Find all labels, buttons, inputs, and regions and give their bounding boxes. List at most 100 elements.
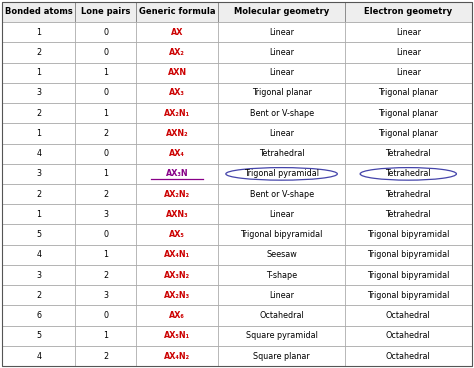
Text: Octahedral: Octahedral xyxy=(386,331,431,340)
Bar xyxy=(136,103,218,123)
Bar xyxy=(2,22,75,42)
Text: 2: 2 xyxy=(103,129,108,138)
Bar xyxy=(218,204,345,224)
Bar xyxy=(136,22,218,42)
Bar xyxy=(345,164,472,184)
Bar xyxy=(136,305,218,326)
Text: 1: 1 xyxy=(103,169,108,178)
Bar xyxy=(2,63,75,83)
Text: Linear: Linear xyxy=(396,28,421,37)
Text: AX₄N₂: AX₄N₂ xyxy=(164,351,190,361)
Text: Trigonal bipyramidal: Trigonal bipyramidal xyxy=(367,270,449,280)
Text: 0: 0 xyxy=(103,230,108,239)
Text: Trigonal bipyramidal: Trigonal bipyramidal xyxy=(367,230,449,239)
Bar xyxy=(136,164,218,184)
Bar xyxy=(136,204,218,224)
Text: Trigonal bipyramidal: Trigonal bipyramidal xyxy=(367,291,449,300)
Text: Seesaw: Seesaw xyxy=(266,250,297,259)
Text: AXN₃: AXN₃ xyxy=(166,210,189,219)
Bar xyxy=(2,245,75,265)
Bar xyxy=(2,184,472,204)
Bar xyxy=(218,184,345,204)
Text: 5: 5 xyxy=(36,331,41,340)
Bar xyxy=(2,346,75,366)
Bar xyxy=(218,305,345,326)
Text: Tetrahedral: Tetrahedral xyxy=(385,169,431,178)
Bar xyxy=(345,224,472,245)
Text: Tetrahedral: Tetrahedral xyxy=(385,190,431,199)
Bar xyxy=(136,123,218,144)
Text: Octahedral: Octahedral xyxy=(386,351,431,361)
Text: Trigonal bipyramidal: Trigonal bipyramidal xyxy=(240,230,323,239)
Bar xyxy=(345,123,472,144)
Bar xyxy=(218,265,345,285)
Text: 1: 1 xyxy=(103,109,108,118)
Bar xyxy=(75,326,136,346)
Bar xyxy=(218,2,345,22)
Bar xyxy=(345,42,472,63)
Text: Linear: Linear xyxy=(396,48,421,57)
Text: AX₃N₂: AX₃N₂ xyxy=(164,270,190,280)
Bar xyxy=(136,184,218,204)
Text: 2: 2 xyxy=(103,270,108,280)
Bar xyxy=(2,164,472,184)
Bar xyxy=(136,83,218,103)
Bar xyxy=(136,326,218,346)
Bar xyxy=(2,83,472,103)
Bar xyxy=(345,22,472,42)
Bar xyxy=(75,224,136,245)
Bar xyxy=(75,305,136,326)
Bar xyxy=(75,42,136,63)
Text: Trigonal planar: Trigonal planar xyxy=(252,88,311,98)
Bar xyxy=(2,285,75,305)
Text: 2: 2 xyxy=(36,291,41,300)
Text: AXN: AXN xyxy=(168,68,187,77)
Text: 0: 0 xyxy=(103,88,108,98)
Bar xyxy=(2,83,75,103)
Text: Trigonal planar: Trigonal planar xyxy=(378,88,438,98)
Text: Octahedral: Octahedral xyxy=(386,311,431,320)
Bar xyxy=(75,144,136,164)
Text: Linear: Linear xyxy=(269,28,294,37)
Bar xyxy=(2,326,472,346)
Text: AX₆: AX₆ xyxy=(169,311,185,320)
Text: AX: AX xyxy=(171,28,183,37)
Bar xyxy=(2,123,472,144)
Text: Square pyramidal: Square pyramidal xyxy=(246,331,318,340)
Bar xyxy=(2,42,472,63)
Text: 0: 0 xyxy=(103,48,108,57)
Bar xyxy=(218,123,345,144)
Bar xyxy=(345,305,472,326)
Bar xyxy=(75,346,136,366)
Text: 2: 2 xyxy=(103,190,108,199)
Bar xyxy=(2,164,75,184)
Text: AX₄N₁: AX₄N₁ xyxy=(164,250,190,259)
Bar xyxy=(2,103,75,123)
Bar xyxy=(2,224,472,245)
Bar xyxy=(2,123,75,144)
Bar xyxy=(218,103,345,123)
Text: 1: 1 xyxy=(103,331,108,340)
Bar xyxy=(218,144,345,164)
Text: Tetrahedral: Tetrahedral xyxy=(259,149,304,158)
Bar xyxy=(218,42,345,63)
Bar xyxy=(345,63,472,83)
Bar xyxy=(345,83,472,103)
Text: 2: 2 xyxy=(36,190,41,199)
Text: Bent or V-shape: Bent or V-shape xyxy=(249,190,314,199)
Text: Trigonal pyramidal: Trigonal pyramidal xyxy=(244,169,319,178)
Text: 2: 2 xyxy=(36,109,41,118)
Bar xyxy=(75,83,136,103)
Text: 4: 4 xyxy=(36,149,41,158)
Text: Bonded atoms: Bonded atoms xyxy=(5,7,73,17)
Text: Square planar: Square planar xyxy=(253,351,310,361)
Bar xyxy=(218,83,345,103)
Bar xyxy=(75,123,136,144)
Bar xyxy=(75,164,136,184)
Text: Linear: Linear xyxy=(269,68,294,77)
Bar xyxy=(2,204,472,224)
Bar xyxy=(136,245,218,265)
Text: Linear: Linear xyxy=(269,291,294,300)
Text: Generic formula: Generic formula xyxy=(139,7,215,17)
Text: 3: 3 xyxy=(103,291,108,300)
